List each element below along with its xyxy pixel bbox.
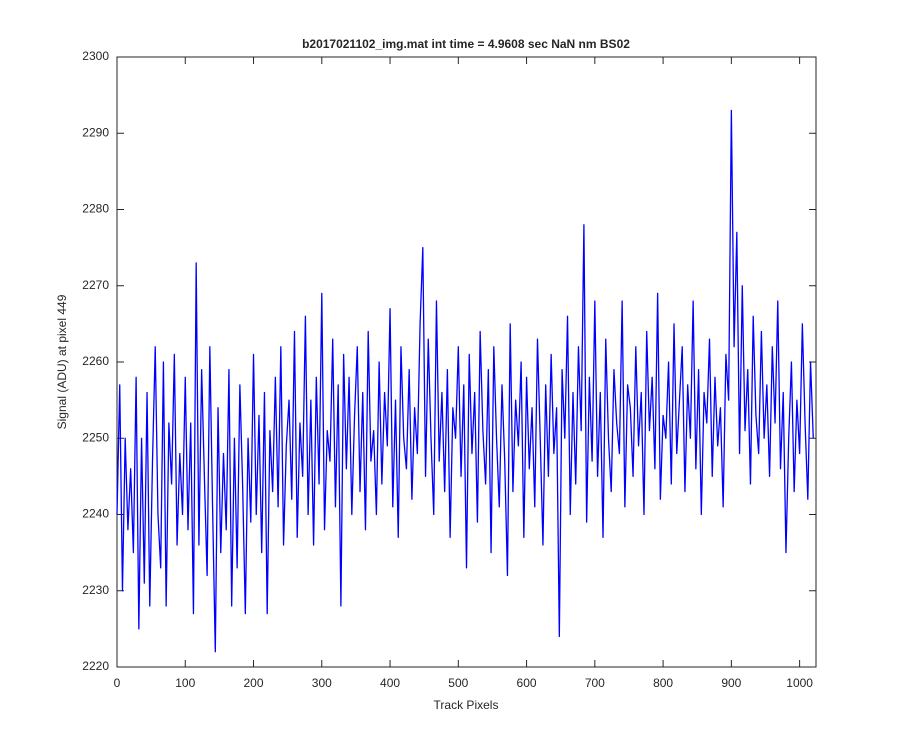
data-line <box>116 109 814 653</box>
y-tick-label: 2230 <box>82 583 109 597</box>
y-tick-label: 2300 <box>82 49 109 63</box>
x-tick-label: 300 <box>312 676 332 690</box>
x-tick-label: 1000 <box>786 676 813 690</box>
y-tick-label: 2220 <box>82 659 109 673</box>
y-tick-label: 2270 <box>82 278 109 292</box>
y-tick-label: 2280 <box>82 202 109 216</box>
x-tick-label: 400 <box>380 676 400 690</box>
x-axis-label: Track Pixels <box>434 698 499 712</box>
y-tick-label: 2290 <box>82 125 109 139</box>
y-tick-label: 2240 <box>82 507 109 521</box>
x-tick-label: 800 <box>653 676 673 690</box>
chart-title: b2017021102_img.mat int time = 4.9608 se… <box>302 37 630 51</box>
x-tick-label: 700 <box>585 676 605 690</box>
y-tick-label: 2250 <box>82 430 109 444</box>
plot-frame <box>116 56 817 668</box>
x-tick-label: 900 <box>721 676 741 690</box>
x-tick-label: 200 <box>244 676 264 690</box>
y-tick-label: 2260 <box>82 354 109 368</box>
x-tick-label: 500 <box>448 676 468 690</box>
x-tick-label: 0 <box>114 676 121 690</box>
x-tick-label: 600 <box>517 676 537 690</box>
x-tick-label: 100 <box>175 676 195 690</box>
y-axis-label: Signal (ADU) at pixel 449 <box>55 294 69 429</box>
